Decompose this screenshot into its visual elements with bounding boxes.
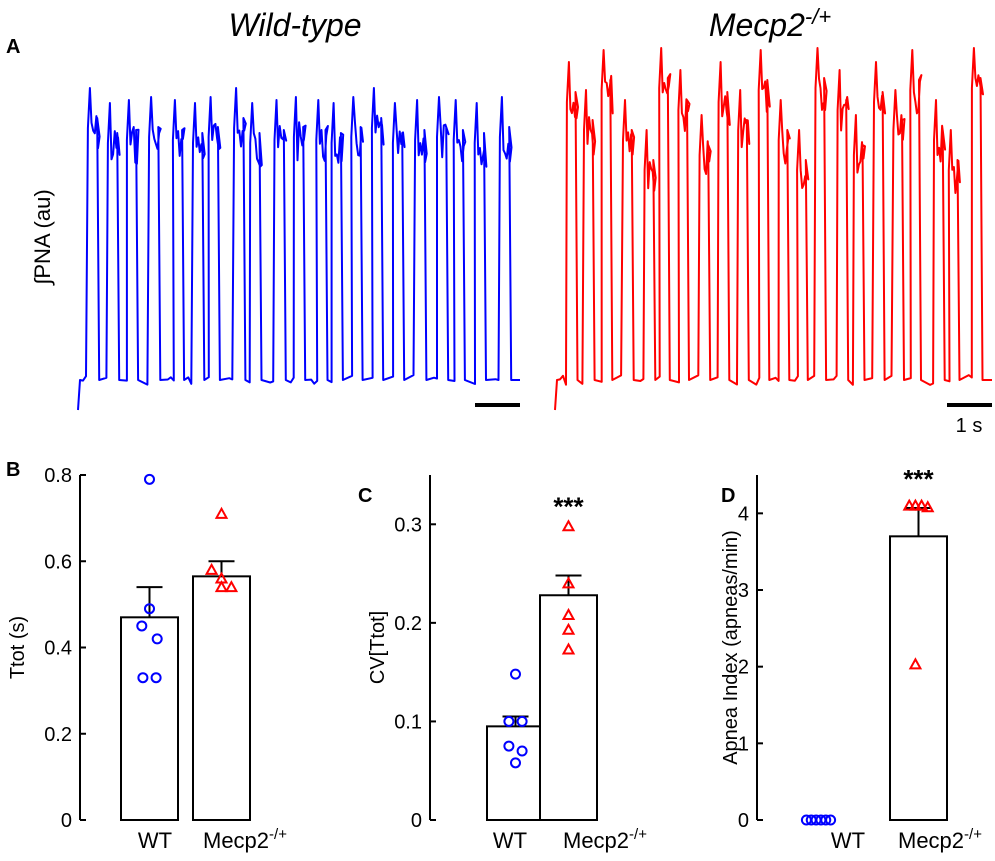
y-tick-label: 0.2 [44, 724, 72, 746]
data-point [561, 622, 576, 635]
y-tick-label: 0.8 [44, 465, 72, 487]
y-tick-label: 0.2 [394, 613, 422, 635]
significance-marker: *** [903, 464, 934, 494]
panel-d: D 0 1 2 3 4 Apnea Index (apneas/min) WT Mecp2-/… [720, 464, 982, 853]
data-point [908, 657, 923, 670]
x-tick-label: Mecp2-/+ [898, 826, 982, 853]
data-point [561, 607, 576, 620]
panel-label-b: B [6, 459, 20, 481]
data-point [516, 715, 528, 727]
significance-marker: *** [553, 492, 584, 522]
panel-a-ylabel: ∫PNA (au) [30, 189, 55, 286]
y-tick-label: 0.4 [44, 638, 72, 660]
bar-mecp2 [889, 535, 948, 821]
data-point [214, 506, 229, 519]
data-point [136, 620, 148, 632]
y-tick-label: 4 [738, 503, 749, 525]
x-tick-label: WT [493, 828, 527, 853]
data-point [908, 498, 923, 511]
data-point [144, 473, 155, 485]
data-point [214, 580, 229, 593]
title-mecp2: Mecp2-/+ [709, 4, 831, 43]
title-wild-type: Wild-type [228, 7, 361, 43]
x-tick-label: Mecp2-/+ [563, 826, 647, 853]
panel-a: A Wild-type Mecp2-/+ ∫PNA (au) 1 s [6, 4, 992, 437]
bar-mecp2 [192, 575, 251, 821]
panel-label-c: C [358, 485, 372, 507]
panel-b: B 0 0.2 0.4 0.6 0.8 Ttot (s) WT Mecp2-/+ [6, 459, 287, 853]
panel-c: C 0 0.1 0.2 0.3 CV[Ttot] WT Mecp2-/+ *** [358, 475, 647, 853]
data-point [151, 633, 163, 645]
y-axis-label: Apnea Index (apneas/min) [720, 530, 742, 765]
data-point [144, 603, 155, 615]
y-tick-label: 0 [411, 810, 422, 832]
y-axis-label: Ttot (s) [7, 616, 29, 679]
data-point [204, 562, 219, 575]
x-tick-label: Mecp2-/+ [203, 826, 287, 853]
x-tick-label: WT [831, 828, 865, 853]
data-point [902, 498, 916, 511]
data-point [825, 814, 837, 826]
bar-wt [120, 616, 179, 821]
data-point [561, 642, 576, 655]
y-tick-label: 0.3 [394, 514, 422, 536]
data-point [921, 500, 935, 513]
mecp2-trace [554, 47, 992, 411]
y-tick-label: 3 [738, 580, 749, 602]
data-point [224, 580, 239, 593]
data-point [914, 498, 929, 511]
y-axis-label: CV[Ttot] [367, 611, 389, 684]
data-point [820, 814, 832, 826]
wt-trace [77, 87, 520, 411]
data-point [510, 668, 521, 680]
data-point [561, 576, 576, 589]
y-tick-label: 0 [61, 810, 72, 832]
data-point [561, 519, 576, 532]
data-point [150, 672, 162, 684]
y-tick-label: 0.1 [394, 711, 422, 733]
data-point [510, 757, 521, 769]
title-mecp2-sup: -/+ [805, 4, 831, 29]
data-point [516, 745, 528, 757]
title-mecp2-main: Mecp2 [709, 7, 805, 43]
y-tick-label: 0 [738, 810, 749, 832]
y-tick-label: 2 [738, 657, 749, 679]
bar-wt [486, 725, 545, 821]
y-tick-label: 0.6 [44, 551, 72, 573]
x-tick-label: WT [138, 828, 172, 853]
data-point [137, 672, 149, 684]
y-tick-label: 1 [738, 733, 749, 755]
scale-bar-label: 1 s [956, 415, 983, 437]
bar-mecp2 [539, 594, 598, 821]
data-point [503, 715, 515, 727]
data-point [503, 740, 515, 752]
panel-label-a: A [6, 36, 20, 58]
panel-label-d: D [721, 485, 735, 507]
